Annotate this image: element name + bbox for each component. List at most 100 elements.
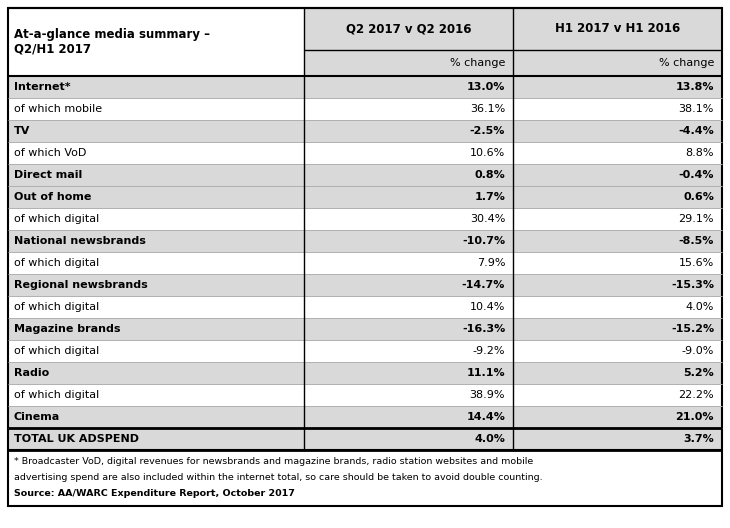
Text: 0.8%: 0.8%	[474, 170, 505, 180]
Text: 10.4%: 10.4%	[470, 302, 505, 312]
Text: of which mobile: of which mobile	[14, 104, 102, 114]
Text: advertising spend are also included within the internet total, so care should be: advertising spend are also included with…	[14, 473, 542, 482]
Bar	[513, 252, 722, 274]
Text: 1.7%: 1.7%	[474, 192, 505, 202]
Text: Direct mail: Direct mail	[14, 170, 82, 180]
Bar	[304, 142, 513, 164]
Text: 4.0%: 4.0%	[685, 302, 714, 312]
Text: -14.7%: -14.7%	[462, 280, 505, 290]
Text: Source: AA/WARC Expenditure Report, October 2017: Source: AA/WARC Expenditure Report, Octo…	[14, 489, 295, 498]
Text: 13.0%: 13.0%	[466, 82, 505, 92]
Text: TV: TV	[14, 126, 31, 136]
Text: of which digital: of which digital	[14, 390, 99, 400]
Bar	[304, 252, 513, 274]
Bar	[8, 120, 304, 142]
Text: 8.8%: 8.8%	[685, 148, 714, 158]
Bar	[513, 296, 722, 318]
Text: Regional newsbrands: Regional newsbrands	[14, 280, 147, 290]
Bar	[304, 406, 513, 428]
Text: 3.7%: 3.7%	[683, 434, 714, 444]
Bar	[8, 274, 304, 296]
Text: % change: % change	[450, 58, 505, 68]
Bar	[8, 318, 304, 340]
Text: of which digital: of which digital	[14, 214, 99, 224]
Text: TOTAL UK ADSPEND: TOTAL UK ADSPEND	[14, 434, 139, 444]
Bar	[513, 142, 722, 164]
Bar	[513, 340, 722, 362]
Bar	[304, 50, 513, 76]
Text: 38.1%: 38.1%	[679, 104, 714, 114]
Text: Q2 2017 v Q2 2016: Q2 2017 v Q2 2016	[346, 23, 472, 35]
Bar	[304, 76, 513, 98]
Bar	[8, 98, 304, 120]
Bar	[8, 252, 304, 274]
Text: -8.5%: -8.5%	[679, 236, 714, 246]
Bar	[513, 186, 722, 208]
Bar	[513, 318, 722, 340]
Bar	[513, 120, 722, 142]
Bar	[8, 164, 304, 186]
Bar	[304, 274, 513, 296]
Bar	[513, 384, 722, 406]
Text: 5.2%: 5.2%	[683, 368, 714, 378]
Text: 10.6%: 10.6%	[470, 148, 505, 158]
Bar	[304, 186, 513, 208]
Bar	[304, 318, 513, 340]
Bar	[8, 296, 304, 318]
Text: -10.7%: -10.7%	[462, 236, 505, 246]
Bar	[513, 8, 722, 50]
Bar	[304, 208, 513, 230]
Bar	[304, 164, 513, 186]
Text: of which digital: of which digital	[14, 258, 99, 268]
Text: At-a-glance media summary –
Q2/H1 2017: At-a-glance media summary – Q2/H1 2017	[14, 28, 210, 56]
Bar	[304, 428, 513, 450]
Text: -9.2%: -9.2%	[472, 346, 505, 356]
Text: 38.9%: 38.9%	[469, 390, 505, 400]
Text: -15.2%: -15.2%	[671, 324, 714, 334]
Bar	[8, 208, 304, 230]
Bar	[513, 274, 722, 296]
Text: 14.4%: 14.4%	[466, 412, 505, 422]
Bar	[8, 340, 304, 362]
Bar	[513, 50, 722, 76]
Bar	[304, 230, 513, 252]
Bar	[304, 98, 513, 120]
Bar	[513, 208, 722, 230]
Text: 21.0%: 21.0%	[675, 412, 714, 422]
Text: 4.0%: 4.0%	[474, 434, 505, 444]
Bar	[513, 428, 722, 450]
Text: 30.4%: 30.4%	[470, 214, 505, 224]
Text: -0.4%: -0.4%	[678, 170, 714, 180]
Text: 22.2%: 22.2%	[678, 390, 714, 400]
Text: of which VoD: of which VoD	[14, 148, 86, 158]
Text: % change: % change	[658, 58, 714, 68]
Bar	[513, 362, 722, 384]
Bar	[8, 428, 304, 450]
Text: * Broadcaster VoD, digital revenues for newsbrands and magazine brands, radio st: * Broadcaster VoD, digital revenues for …	[14, 457, 533, 466]
Bar	[8, 142, 304, 164]
Bar	[304, 8, 513, 50]
Text: Magazine brands: Magazine brands	[14, 324, 120, 334]
Bar	[304, 120, 513, 142]
Text: of which digital: of which digital	[14, 346, 99, 356]
Bar	[513, 230, 722, 252]
Bar	[8, 450, 722, 506]
Text: National newsbrands: National newsbrands	[14, 236, 146, 246]
Bar	[8, 362, 304, 384]
Text: -15.3%: -15.3%	[671, 280, 714, 290]
Bar	[8, 8, 304, 76]
Text: of which digital: of which digital	[14, 302, 99, 312]
Text: 29.1%: 29.1%	[678, 214, 714, 224]
Bar	[513, 98, 722, 120]
Bar	[304, 384, 513, 406]
Text: 11.1%: 11.1%	[466, 368, 505, 378]
Bar	[513, 406, 722, 428]
Bar	[513, 164, 722, 186]
Bar	[304, 340, 513, 362]
Bar	[8, 406, 304, 428]
Text: -16.3%: -16.3%	[462, 324, 505, 334]
Text: H1 2017 v H1 2016: H1 2017 v H1 2016	[555, 23, 680, 35]
Bar	[8, 186, 304, 208]
Text: 15.6%: 15.6%	[679, 258, 714, 268]
Text: 36.1%: 36.1%	[470, 104, 505, 114]
